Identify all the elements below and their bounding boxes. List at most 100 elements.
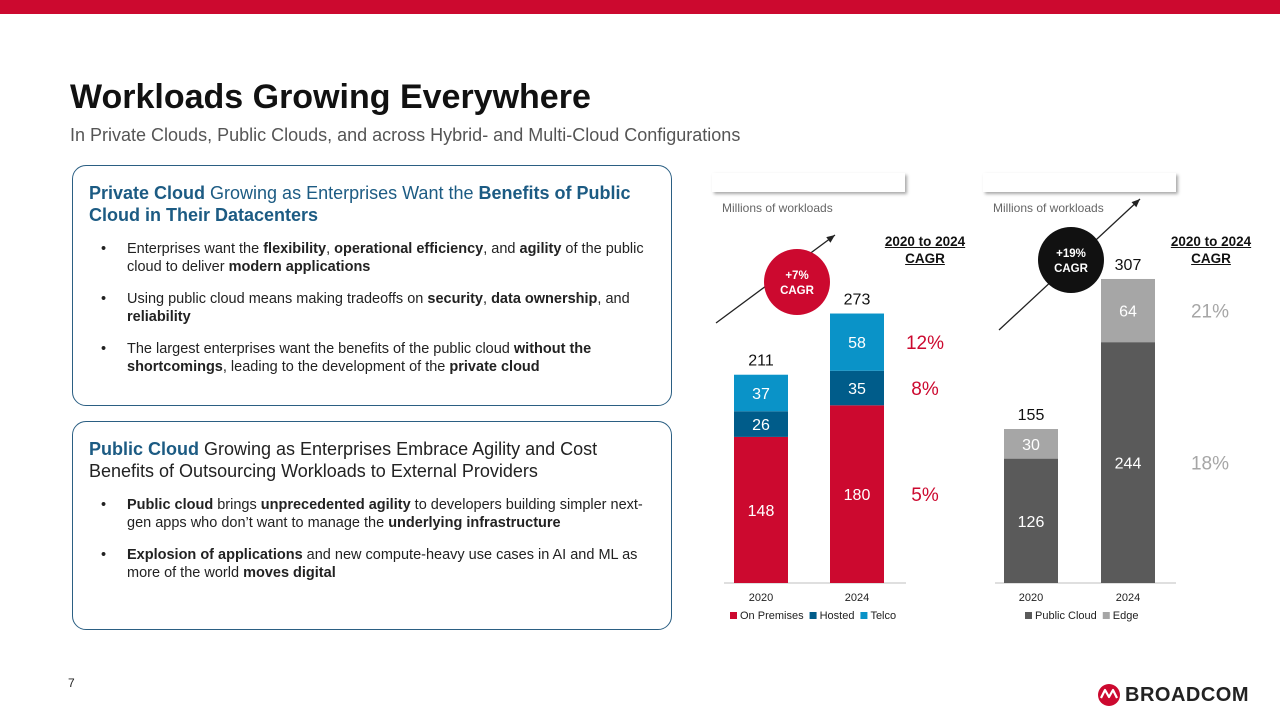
x-tick-label: 2024: [1116, 592, 1140, 604]
public-cloud-chart: Public Cloud Millions of workloads 2020 …: [975, 165, 1265, 635]
x-tick-label: 2020: [749, 592, 773, 604]
heading-segment: Growing as Enterprises Want the: [205, 183, 479, 203]
legend-label: Hosted: [820, 610, 855, 622]
bar-value-label: 180: [844, 487, 871, 504]
bar-total-label: 211: [748, 353, 774, 370]
bar-value-label: 126: [1018, 514, 1045, 531]
top-accent-bar: [0, 0, 1280, 14]
bullet-item: Enterprises want the flexibility, operat…: [89, 240, 653, 276]
bar-segment: [734, 374, 788, 412]
legend-label: On Premises: [740, 610, 804, 622]
overall-cagr-value: +7%: [785, 270, 808, 282]
bullet-text: of the public cloud to deliver: [127, 241, 644, 275]
bar-total-label: 155: [1018, 407, 1045, 424]
legend-label: Public Cloud: [1035, 610, 1097, 622]
bullet-text: Enterprises want the: [127, 241, 264, 257]
series-cagr-label: 12%: [906, 333, 944, 354]
bar-segment: [830, 313, 884, 371]
bullet-text: unprecedented agility: [260, 497, 411, 513]
legend-swatch: [1025, 612, 1032, 619]
bar-segment: [830, 370, 884, 406]
private-cloud-cagr-heading: 2020 to 2024 CAGR: [884, 234, 966, 266]
bullet-text: operational efficiency: [334, 241, 484, 257]
bullet-text: to developers building simpler next-gen …: [127, 497, 643, 531]
bullet-item: Public cloud brings unprecedented agilit…: [89, 496, 653, 532]
legend-swatch: [1102, 612, 1110, 619]
broadcom-logo-icon: [1098, 684, 1120, 706]
x-tick-label: 2020: [1019, 592, 1043, 604]
bar-segment: [1101, 278, 1155, 343]
bullet-text: modern applications: [228, 259, 371, 275]
bar-total-label: 307: [1115, 257, 1142, 274]
bar-value-label: 37: [752, 386, 770, 403]
bar-segment: [1004, 458, 1058, 583]
bar-segment: [734, 436, 788, 583]
bullet-text: and new compute-heavy use cases in AI an…: [127, 547, 638, 581]
overall-cagr-badge: [764, 249, 830, 315]
bullet-text: flexibility: [263, 241, 327, 257]
bullet-text: ,: [326, 241, 335, 257]
overall-cagr-value: +19%: [1056, 248, 1086, 260]
bar-value-label: 30: [1022, 437, 1040, 454]
bullet-text: Using public cloud means making tradeoff…: [127, 291, 428, 307]
bar-value-label: 35: [848, 381, 866, 398]
bar-segment: [734, 411, 788, 437]
series-cagr-label: 18%: [1191, 454, 1229, 475]
page-number: 7: [68, 676, 75, 690]
bar-segment: [1101, 342, 1155, 583]
public-cloud-bullets: Public cloud brings unprecedented agilit…: [89, 496, 653, 582]
private-cloud-tag: Private Cloud: [712, 173, 905, 192]
x-tick-label: 2024: [845, 592, 869, 604]
private-cloud-heading: Private Cloud Growing as Enterprises Wan…: [89, 182, 653, 226]
page-title: Workloads Growing Everywhere: [70, 78, 591, 116]
series-cagr-label: 5%: [911, 485, 939, 506]
legend-label: Edge: [1113, 610, 1139, 622]
private-cloud-units: Millions of workloads: [722, 201, 833, 215]
bullet-text: , and: [483, 241, 520, 257]
bullet-item: The largest enterprises want the benefit…: [89, 340, 653, 376]
bar-segment: [1004, 429, 1058, 459]
page-subtitle: In Private Clouds, Public Clouds, and ac…: [70, 125, 741, 145]
bullet-text: agility: [519, 241, 562, 257]
bar-segment: [830, 405, 884, 583]
public-cloud-cagr-heading: 2020 to 2024 CAGR: [1170, 234, 1252, 266]
public-cloud-chart-svg: 126 30 155 2020 244 64 307 2024 18% 21% +19% CAGR Pu…: [995, 198, 1229, 622]
legend-swatch: [730, 612, 737, 619]
public-cloud-heading: Public Cloud Growing as Enterprises Embr…: [89, 438, 653, 482]
heading-segment: Growing as Enterprises Embrace Agility a…: [89, 439, 598, 481]
bullet-text: Explosion of applications: [127, 547, 303, 563]
broadcom-logo-text: BROADCOM: [1125, 683, 1249, 706]
bar-total-label: 273: [844, 292, 871, 309]
legend-label: Telco: [870, 610, 896, 622]
bar-value-label: 244: [1115, 456, 1142, 473]
bullet-text: moves digital: [243, 565, 336, 581]
bullet-text: data ownership: [491, 291, 598, 307]
series-cagr-label: 21%: [1191, 302, 1229, 323]
bullet-text: security: [427, 291, 483, 307]
bullet-text: private cloud: [449, 359, 540, 375]
bar-value-label: 148: [748, 503, 775, 520]
growth-arrow-head: [1131, 199, 1140, 208]
bullet-text: reliability: [127, 309, 191, 325]
bar-value-label: 26: [752, 417, 770, 434]
bullet-text: , leading to the development of the: [222, 359, 450, 375]
bullet-item: Explosion of applications and new comput…: [89, 546, 653, 582]
series-cagr-label: 8%: [911, 379, 939, 400]
growth-arrow-head: [826, 235, 835, 243]
legend-swatch: [809, 612, 817, 619]
bullet-text: ,: [483, 291, 492, 307]
public-cloud-tag: Public Cloud: [983, 173, 1176, 192]
private-cloud-bullets: Enterprises want the flexibility, operat…: [89, 240, 653, 376]
bullet-text: Public cloud: [127, 497, 214, 513]
private-cloud-chart: Private Cloud Millions of workloads 2020…: [700, 165, 970, 635]
heading-segment: Benefits of Public Cloud in Their Datace…: [89, 183, 631, 225]
overall-cagr-caption: CAGR: [1054, 263, 1089, 275]
overall-cagr-badge: [1038, 227, 1104, 293]
bullet-text: underlying infrastructure: [388, 515, 561, 531]
bullet-text: without the shortcomings: [127, 341, 592, 375]
bar-value-label: 64: [1119, 304, 1137, 321]
legend-swatch: [860, 612, 868, 619]
private-cloud-panel: Private Cloud Growing as Enterprises Wan…: [72, 165, 672, 406]
public-cloud-panel: Public Cloud Growing as Enterprises Embr…: [72, 421, 672, 630]
bar-value-label: 58: [848, 335, 866, 352]
